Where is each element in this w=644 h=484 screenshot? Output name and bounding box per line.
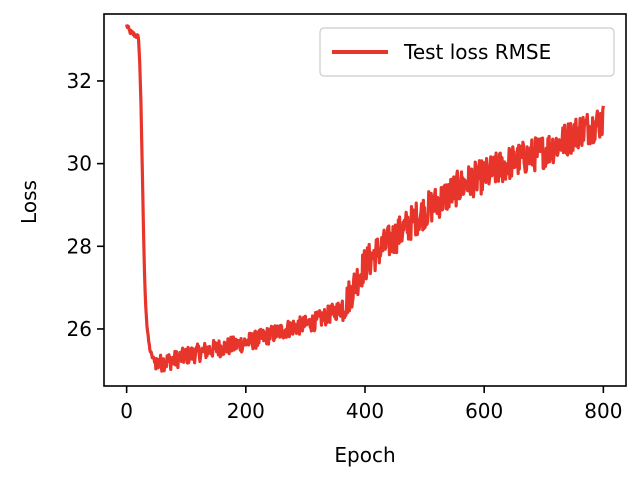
y-tick-label: 28 [67, 234, 92, 258]
x-axis-label: Epoch [334, 443, 395, 467]
legend-box [319, 27, 615, 77]
legend-label: Test loss RMSE [403, 40, 551, 64]
x-tick-label: 400 [346, 399, 384, 423]
y-tick-label: 30 [67, 152, 92, 176]
legend: Test loss RMSE [319, 27, 615, 77]
x-tick-label: 200 [227, 399, 265, 423]
series-line-0 [125, 24, 605, 373]
x-tick-label: 800 [584, 399, 622, 423]
plot-area [125, 24, 605, 373]
x-tick-label: 0 [120, 399, 133, 423]
y-tick-label: 32 [67, 69, 92, 93]
y-tick-label: 26 [67, 317, 92, 341]
y-axis-label: Loss [17, 180, 41, 224]
axes: 0 200 400 600 800 26 28 30 32 [67, 13, 627, 423]
x-tick-label: 600 [465, 399, 503, 423]
